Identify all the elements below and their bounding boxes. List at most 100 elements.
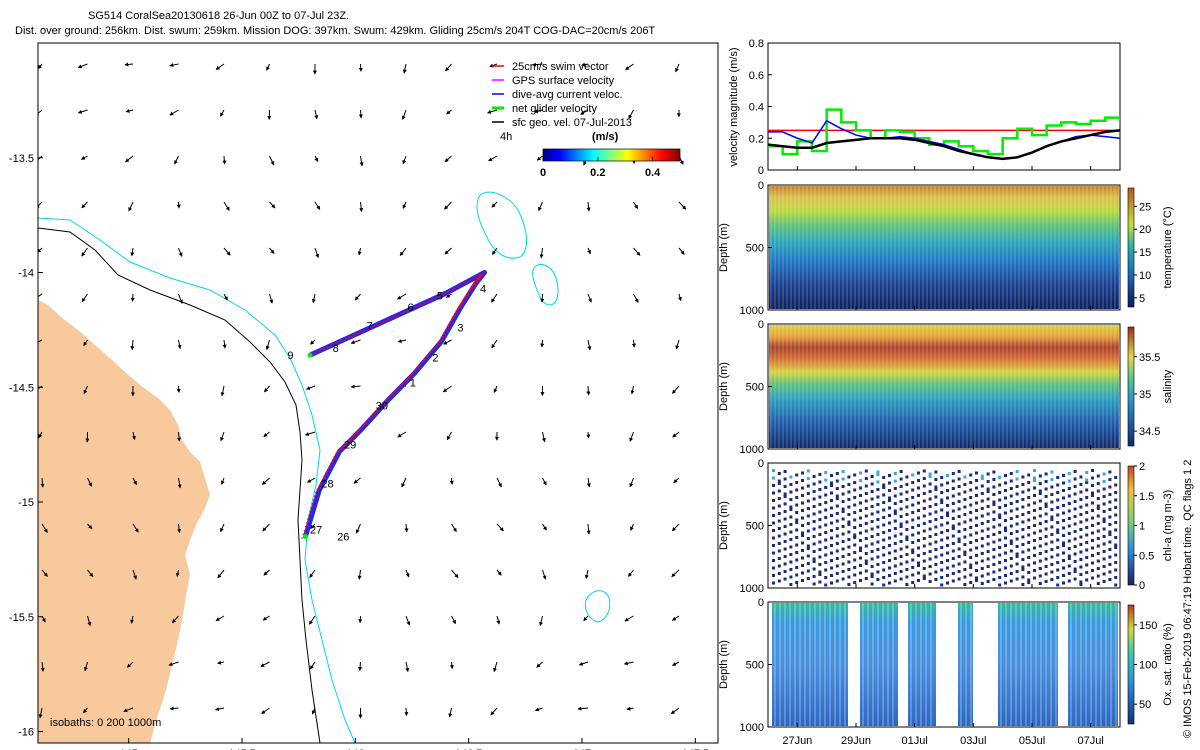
chl-sample: [1067, 557, 1071, 560]
current-arrow: [217, 660, 225, 665]
chl-sample: [876, 518, 880, 521]
colorbar-tick-label: 5: [1139, 293, 1145, 305]
chl-sample: [1073, 560, 1077, 563]
chl-sample: [1079, 475, 1083, 479]
chl-sample: [1009, 494, 1013, 498]
current-arrow: [123, 707, 134, 713]
swim-vector: [438, 338, 444, 342]
chl-sample: [806, 522, 810, 525]
chl-sample: [998, 513, 1002, 517]
swim-vector: [354, 332, 360, 336]
swim-vector: [411, 306, 417, 310]
chl-sample: [1004, 481, 1007, 485]
chl-sample: [1015, 555, 1019, 558]
swim-vector: [449, 319, 454, 323]
chl-sample: [1027, 496, 1031, 499]
chl-sample: [922, 552, 926, 555]
current-arrow: [633, 201, 639, 210]
chl-sample: [1044, 535, 1048, 538]
chl-sample: [992, 548, 996, 551]
chl-sample: [911, 481, 915, 484]
chl-sample: [853, 503, 857, 507]
chl-sample: [1021, 513, 1025, 516]
current-arrow: [630, 385, 635, 395]
swim-vector: [339, 447, 344, 451]
swim-vector: [366, 327, 371, 331]
current-arrow: [38, 201, 43, 209]
chl-sample: [1050, 470, 1054, 474]
chl-sample: [1091, 576, 1094, 580]
chl-sample: [1004, 559, 1007, 562]
chl-sample: [812, 560, 816, 563]
chl-sample: [975, 554, 978, 557]
chl-sample: [1102, 495, 1106, 498]
swim-vector: [360, 425, 365, 429]
chl-sample: [951, 542, 955, 545]
chl-sample: [963, 528, 967, 531]
chl-sample: [1073, 477, 1077, 481]
chl-sample: [830, 551, 833, 555]
chl-sample: [876, 480, 880, 484]
chl-sample: [853, 511, 857, 514]
chl-sample: [986, 535, 990, 538]
chl-sample: [1033, 479, 1036, 482]
chl-sample: [835, 542, 839, 545]
chl-sample: [1079, 505, 1083, 509]
chl-sample: [1004, 474, 1007, 477]
chl-sample: [841, 525, 845, 528]
current-arrow: [77, 109, 88, 114]
chl-sample: [1096, 514, 1100, 518]
current-arrow: [359, 201, 364, 213]
chl-sample: [1044, 557, 1048, 561]
chl-sample: [841, 500, 845, 503]
colorbar-unit: (m/s): [592, 131, 619, 143]
chl-sample: [1021, 583, 1025, 586]
current-arrow: [404, 707, 409, 717]
chl-sample: [1038, 559, 1042, 563]
chl-sample: [1004, 566, 1007, 570]
chl-sample: [1062, 544, 1065, 547]
chl-sample: [824, 486, 828, 489]
map-x-axis: 145 145.5 146 146.5 147 147.5: [119, 738, 709, 750]
chl-sample: [876, 540, 880, 544]
chl-sample: [1044, 502, 1048, 506]
chl-sample: [795, 511, 799, 514]
day-label: 4: [480, 284, 486, 296]
current-arrow: [269, 155, 275, 166]
swim-vector: [477, 275, 482, 279]
chl-sample: [1114, 513, 1118, 517]
day-label: 7: [367, 320, 373, 332]
chl-sample: [1108, 500, 1112, 504]
current-arrow: [671, 523, 680, 532]
current-arrow: [401, 477, 407, 488]
chl-sample: [1015, 515, 1019, 518]
chl-sample: [1004, 526, 1007, 530]
chl-sample: [801, 571, 804, 575]
current-arrow: [534, 707, 543, 712]
chl-sample: [893, 494, 897, 498]
swim-vector: [339, 339, 345, 343]
chl-sample: [911, 496, 915, 499]
chl-sample: [1079, 535, 1083, 539]
depth-axis-label: Depth (m): [718, 640, 730, 689]
chl-sample: [1062, 511, 1065, 515]
chl-sample: [859, 494, 862, 497]
current-arrow: [581, 62, 589, 67]
chl-sample: [1073, 530, 1077, 533]
chl-sample: [1079, 498, 1083, 501]
chl-sample: [1085, 563, 1089, 567]
chl-sample: [928, 472, 932, 476]
swim-vector: [309, 509, 314, 513]
chl-a-section-panel: 0 500 1000 Depth (m) 0 0.5 1 1.5 2 chl-a (mg m-3): [718, 458, 1174, 595]
chl-sample: [917, 564, 920, 567]
chl-sample: [806, 537, 810, 540]
current-arrow: [357, 569, 362, 580]
chl-sample: [772, 544, 775, 547]
chl-sample: [940, 501, 944, 504]
chl-sample: [864, 522, 868, 525]
chl-sample: [951, 579, 955, 583]
chl-sample: [1044, 512, 1048, 516]
chl-sample: [957, 492, 961, 496]
chl-sample: [986, 512, 990, 516]
chl-sample: [876, 510, 880, 514]
